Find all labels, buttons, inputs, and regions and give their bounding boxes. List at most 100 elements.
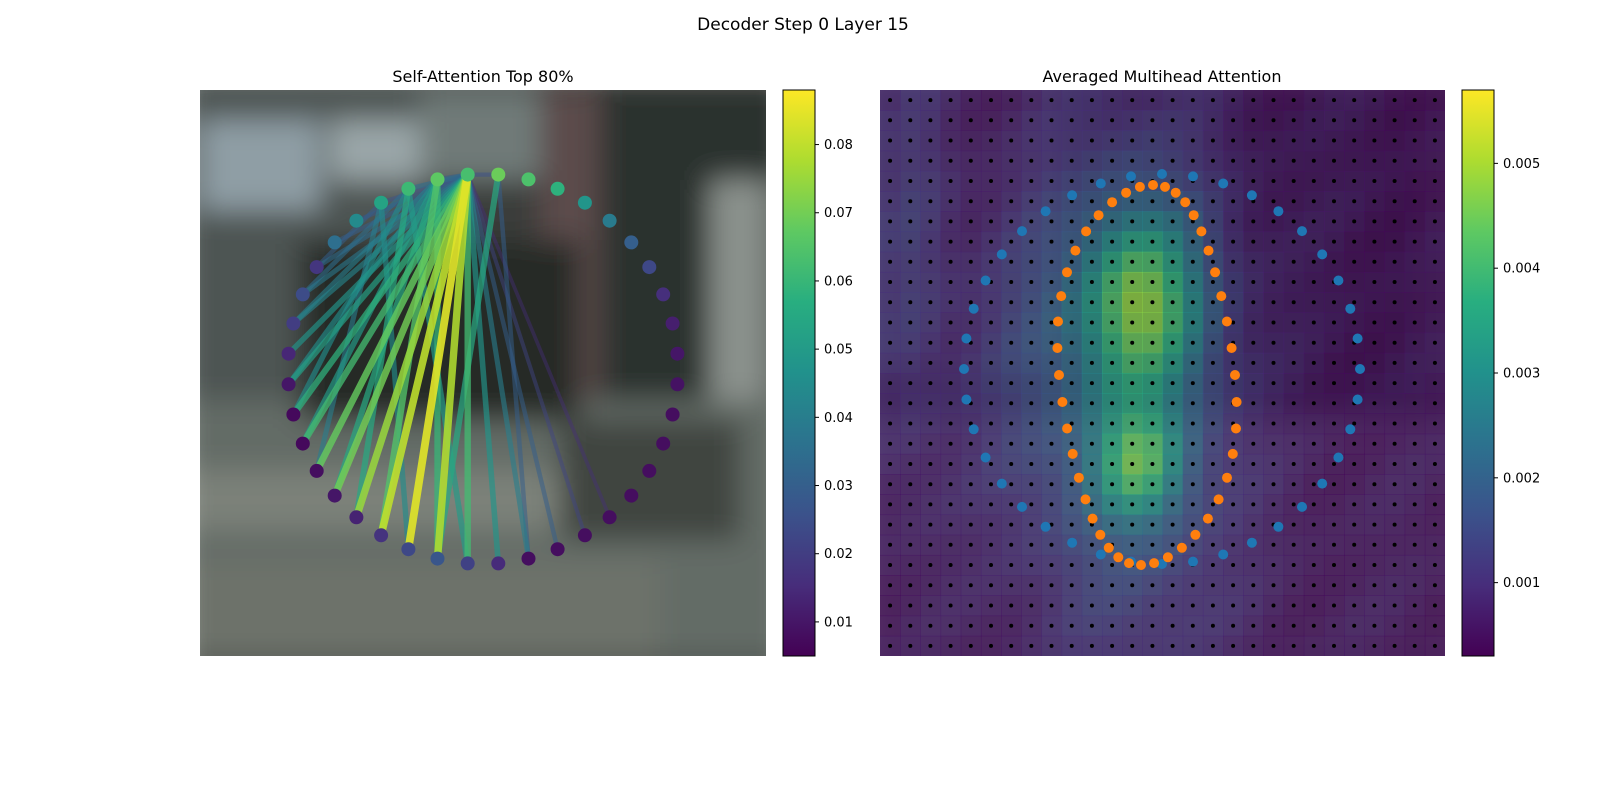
reference-point bbox=[948, 542, 953, 547]
reference-point bbox=[1412, 199, 1417, 204]
reference-point bbox=[1432, 401, 1437, 406]
reference-point bbox=[1291, 98, 1296, 103]
reference-point bbox=[1029, 300, 1034, 305]
reference-point bbox=[888, 643, 893, 648]
reference-point bbox=[1049, 179, 1054, 183]
reference-point bbox=[1251, 138, 1256, 143]
reference-point bbox=[1251, 340, 1256, 345]
reference-point bbox=[1170, 482, 1175, 487]
reference-point bbox=[1432, 603, 1437, 608]
reference-point bbox=[928, 259, 933, 264]
reference-point bbox=[1251, 643, 1256, 648]
reference-point bbox=[1150, 522, 1155, 527]
reference-point bbox=[1392, 401, 1397, 406]
reference-point bbox=[1352, 522, 1357, 527]
reference-point bbox=[1049, 583, 1054, 588]
outer-sample-point bbox=[1317, 478, 1328, 489]
reference-point bbox=[948, 603, 953, 608]
reference-point bbox=[1049, 482, 1054, 487]
reference-point bbox=[908, 502, 913, 507]
reference-point bbox=[1130, 623, 1135, 628]
reference-point bbox=[1412, 462, 1417, 466]
reference-point bbox=[1432, 360, 1437, 365]
reference-point bbox=[1251, 441, 1256, 446]
reference-point bbox=[1210, 542, 1215, 547]
attention-node bbox=[670, 346, 685, 361]
attention-node bbox=[491, 167, 506, 182]
reference-point bbox=[928, 462, 933, 466]
reference-point bbox=[948, 158, 953, 163]
reference-point bbox=[1352, 280, 1357, 284]
reference-point bbox=[1311, 239, 1316, 244]
inner-sample-point bbox=[1080, 494, 1091, 505]
inner-sample-point bbox=[1124, 558, 1134, 569]
reference-point bbox=[1311, 340, 1316, 345]
reference-point bbox=[888, 320, 893, 325]
reference-point bbox=[1210, 441, 1215, 446]
reference-point bbox=[908, 239, 913, 244]
reference-point bbox=[1291, 583, 1296, 588]
multihead-attention-title: Averaged Multihead Attention bbox=[1043, 67, 1282, 86]
reference-point bbox=[1291, 603, 1296, 608]
reference-point bbox=[1110, 462, 1115, 466]
reference-point bbox=[1009, 98, 1014, 103]
reference-point bbox=[1150, 239, 1155, 244]
outer-sample-point bbox=[961, 333, 972, 344]
reference-point bbox=[968, 179, 973, 183]
attention-node bbox=[349, 510, 364, 525]
colorbar-tick-label: 0.001 bbox=[1503, 576, 1540, 591]
reference-point bbox=[1352, 98, 1357, 103]
inner-sample-point bbox=[1113, 552, 1124, 563]
reference-point bbox=[1231, 623, 1236, 628]
reference-point bbox=[1069, 623, 1074, 628]
reference-point bbox=[1332, 179, 1336, 183]
outer-sample-point bbox=[1352, 394, 1363, 405]
reference-point bbox=[1372, 603, 1377, 608]
reference-point bbox=[1130, 158, 1135, 163]
reference-point bbox=[1432, 340, 1437, 345]
reference-point bbox=[948, 179, 953, 183]
reference-point bbox=[1392, 259, 1397, 264]
attention-edge bbox=[352, 171, 472, 521]
reference-point bbox=[1392, 300, 1397, 305]
reference-point bbox=[908, 623, 913, 628]
outer-sample-point bbox=[996, 478, 1007, 489]
reference-point bbox=[1311, 441, 1316, 446]
reference-point bbox=[1392, 482, 1397, 487]
reference-point bbox=[908, 300, 913, 305]
inner-sample-point bbox=[1121, 187, 1132, 198]
reference-point bbox=[1069, 563, 1074, 567]
reference-point bbox=[1251, 219, 1256, 224]
reference-point bbox=[1029, 502, 1034, 507]
attention-edge bbox=[496, 172, 531, 561]
reference-point bbox=[1170, 502, 1175, 507]
reference-point bbox=[1069, 421, 1074, 426]
reference-point bbox=[1130, 502, 1135, 507]
attention-node bbox=[327, 488, 342, 503]
reference-point bbox=[1332, 421, 1336, 426]
inner-sample-point bbox=[1052, 343, 1063, 353]
reference-point bbox=[1231, 583, 1236, 588]
reference-point bbox=[948, 563, 953, 567]
reference-point bbox=[908, 259, 913, 264]
reference-point bbox=[948, 462, 953, 466]
outer-sample-point bbox=[1218, 178, 1229, 189]
reference-point bbox=[1432, 158, 1437, 163]
attention-node bbox=[577, 528, 592, 543]
reference-point bbox=[1412, 280, 1417, 284]
reference-point bbox=[1231, 199, 1236, 204]
reference-point bbox=[1432, 623, 1437, 628]
reference-point bbox=[989, 643, 993, 648]
outer-sample-point bbox=[1246, 190, 1257, 201]
reference-point bbox=[1150, 320, 1155, 325]
reference-point bbox=[1089, 502, 1094, 507]
reference-point bbox=[1170, 643, 1175, 648]
reference-point bbox=[1170, 280, 1175, 284]
reference-point bbox=[1210, 239, 1215, 244]
reference-point bbox=[1412, 179, 1417, 183]
reference-point bbox=[888, 158, 893, 163]
reference-point bbox=[1372, 360, 1377, 365]
reference-point bbox=[1210, 259, 1215, 264]
reference-point bbox=[1311, 603, 1316, 608]
colorbar-tick-label: 0.04 bbox=[824, 411, 853, 426]
